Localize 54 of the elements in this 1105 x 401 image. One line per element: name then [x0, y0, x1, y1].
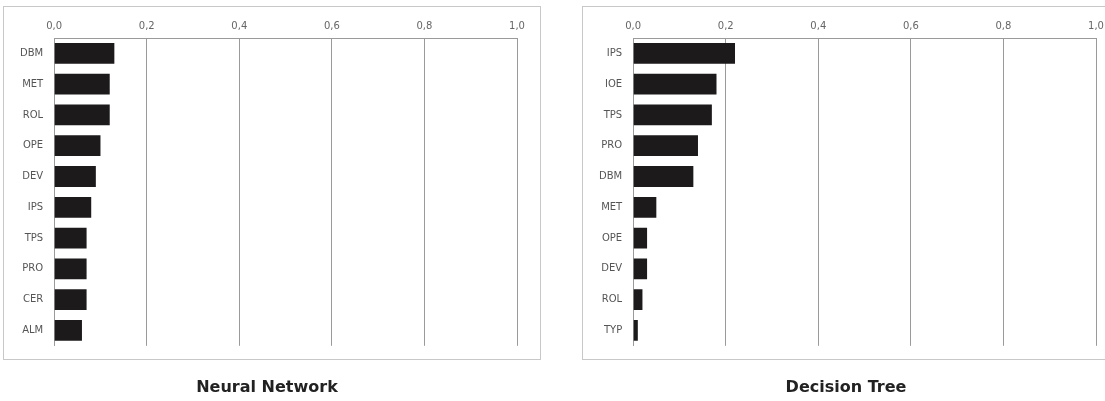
x-tick-label: 0,2: [717, 19, 734, 31]
x-tick-label: 1,0: [509, 19, 525, 31]
bar: [54, 320, 82, 341]
x-tick-label: 0,8: [995, 19, 1012, 31]
y-tick-label: MET: [601, 200, 624, 212]
bar: [633, 73, 717, 95]
y-tick-label: IPS: [27, 200, 44, 212]
bar: [633, 43, 736, 64]
y-tick-label: DEV: [601, 262, 623, 274]
x-tick-label: 1,0: [1088, 19, 1104, 31]
bar: [54, 43, 115, 64]
y-tick-label: ROL: [22, 108, 44, 120]
bar: [633, 104, 712, 126]
y-tick-label: TPS: [23, 231, 44, 243]
y-tick-label: OPE: [601, 231, 623, 243]
bar: [633, 196, 657, 218]
bar: [633, 320, 638, 341]
y-tick-label: OPE: [22, 139, 44, 151]
bar: [54, 104, 110, 126]
x-tick-label: 0,2: [138, 19, 155, 31]
y-tick-label: DEV: [22, 170, 44, 182]
y-tick-label: CER: [22, 293, 44, 305]
x-tick-label: 0,0: [46, 19, 63, 31]
y-tick-label: PRO: [601, 139, 623, 151]
bar: [54, 227, 87, 249]
text: Decision Tree: [785, 376, 907, 396]
bar: [633, 135, 698, 157]
y-tick-label: DBM: [598, 170, 623, 182]
y-tick-label: DBM: [19, 46, 44, 58]
y-tick-label: ALM: [22, 324, 44, 335]
bar: [54, 258, 87, 280]
y-tick-label: TYP: [602, 324, 623, 335]
y-tick-label: ROL: [601, 293, 623, 305]
y-tick-label: PRO: [22, 262, 44, 274]
text: Neural Network: [196, 376, 339, 396]
bar: [633, 258, 648, 280]
bar: [54, 73, 110, 95]
bar: [54, 135, 101, 157]
y-tick-label: IPS: [606, 46, 623, 58]
bar: [633, 227, 648, 249]
bar: [54, 166, 96, 187]
x-tick-label: 0,8: [416, 19, 433, 31]
x-tick-label: 0,4: [810, 19, 827, 31]
bar: [633, 166, 694, 187]
y-tick-label: IOE: [605, 77, 623, 89]
y-tick-label: TPS: [602, 108, 623, 120]
x-tick-label: 0,0: [625, 19, 642, 31]
y-tick-label: MET: [22, 77, 45, 89]
x-tick-label: 0,6: [902, 19, 919, 31]
x-tick-label: 0,4: [231, 19, 248, 31]
x-tick-label: 0,6: [323, 19, 340, 31]
bar: [54, 289, 87, 311]
bar: [633, 289, 643, 311]
bar: [54, 196, 92, 218]
